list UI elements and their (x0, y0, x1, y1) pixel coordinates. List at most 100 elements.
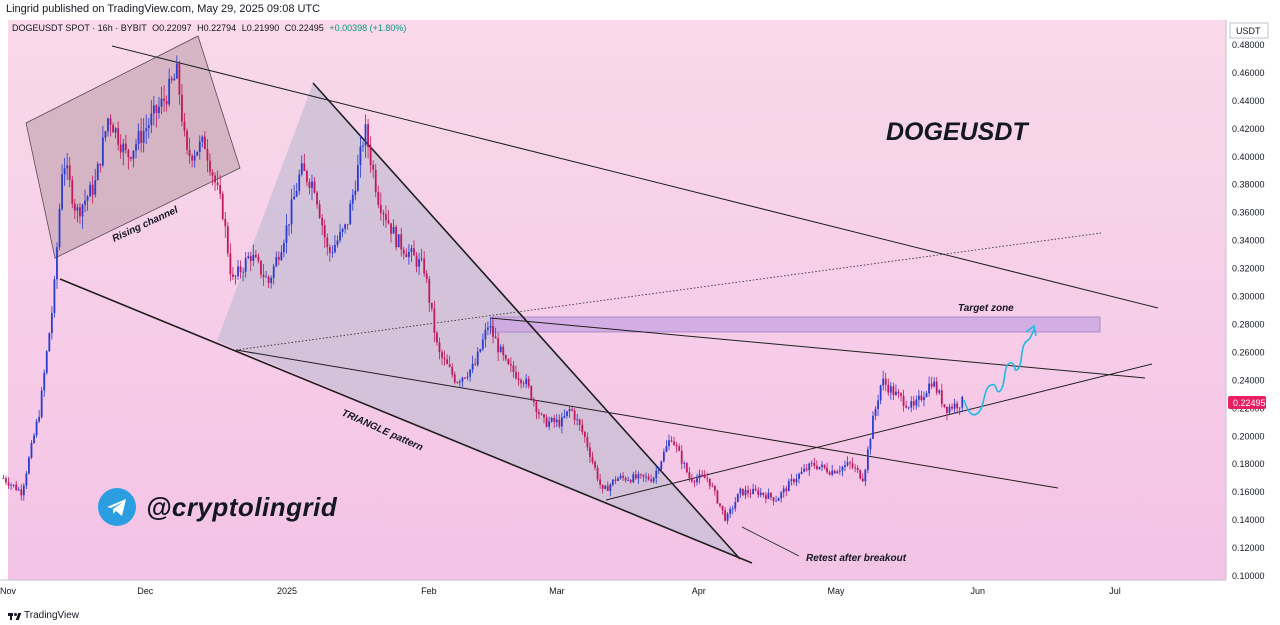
candle-body (548, 421, 551, 427)
candle-body (410, 248, 413, 252)
candle-body (147, 125, 150, 129)
candle-body (50, 312, 53, 334)
upper-long-trendline (111, 45, 1159, 309)
candle-body (311, 181, 313, 188)
candle-body (196, 151, 199, 156)
candle-body (563, 415, 566, 418)
candle-body (928, 383, 930, 394)
candle-body (601, 484, 604, 489)
candle-body (795, 478, 798, 483)
symbol-legend[interactable]: DOGEUSDT SPOT · 16h · BYBIT O0.22097 H0.… (12, 23, 406, 33)
candle-body (576, 419, 579, 421)
candle-body (86, 196, 89, 201)
candle-body (823, 464, 826, 468)
time-tick-label: Jun (971, 586, 986, 596)
candle-body (84, 200, 86, 205)
candle-body (359, 146, 362, 165)
candle-body (140, 130, 143, 143)
candle-body (132, 150, 135, 159)
candle-body (285, 225, 288, 244)
candle-body (956, 403, 959, 409)
chart-area[interactable]: 0.48000 0.46000 0.44000 0.42000 0.40000 0.380… (0, 18, 1280, 607)
candle-body (798, 473, 800, 479)
candle-body (754, 488, 757, 491)
candle-body (7, 482, 10, 486)
candle-body (818, 466, 821, 469)
price-tick-label: 0.32000 (1232, 264, 1265, 274)
candle-body (239, 266, 242, 273)
candle-body (415, 255, 418, 267)
last-price-label: 0.22495 (1233, 398, 1266, 408)
candle-body (861, 478, 864, 482)
candle-body (535, 401, 538, 413)
candle-body (165, 100, 168, 105)
time-tick-label: May (827, 586, 845, 596)
candle-body (790, 479, 793, 482)
candle-body (183, 121, 186, 131)
candle-body (104, 131, 107, 138)
candle-body (540, 414, 543, 415)
candle-body (127, 149, 130, 158)
candle-body (487, 327, 489, 330)
candle-body (777, 498, 780, 501)
candle-body (532, 399, 535, 402)
candle-body (943, 404, 946, 407)
candle-body (331, 252, 334, 254)
tradingview-logo[interactable]: TradingView (8, 610, 79, 621)
candle-body (787, 481, 790, 492)
candle-body (742, 488, 744, 496)
candle-body (385, 214, 387, 221)
candle-body (17, 489, 20, 491)
target-zone-box[interactable] (491, 316, 1101, 333)
candle-body (634, 474, 637, 479)
candle-body (362, 145, 364, 147)
candles-layer (2, 55, 964, 525)
candle-body (645, 476, 647, 478)
candle-body (910, 401, 913, 408)
price-tick-label: 0.28000 (1232, 319, 1265, 329)
candle-body (137, 130, 140, 145)
candle-body (101, 137, 104, 166)
candle-body (295, 190, 298, 197)
candle-body (425, 273, 428, 280)
trend-lines[interactable] (59, 45, 1159, 564)
price-tick-label: 0.38000 (1232, 180, 1265, 190)
candle-body (887, 384, 890, 393)
candle-body (229, 253, 232, 275)
candle-body (759, 492, 762, 495)
currency-box[interactable] (1229, 22, 1269, 39)
candle-body (300, 163, 303, 175)
candle-body (209, 160, 211, 173)
candle-body (673, 441, 675, 445)
candle-body (696, 478, 698, 483)
candle-body (517, 378, 520, 380)
candle-body (226, 226, 229, 254)
candle-body (591, 456, 594, 462)
triangle-pattern-shading[interactable] (217, 83, 740, 559)
candle-body (583, 431, 586, 438)
candle-body (280, 252, 283, 260)
tradingview-logo-icon (8, 612, 22, 620)
candle-body (762, 492, 765, 496)
candle-body (438, 342, 441, 353)
candle-body (838, 470, 841, 472)
candle-body (260, 260, 262, 275)
candle-body (520, 379, 522, 384)
candle-body (739, 488, 742, 494)
candle-body (441, 352, 443, 358)
candle-body (637, 474, 640, 479)
candle-body (619, 475, 622, 479)
candle-body (828, 472, 831, 475)
candle-body (117, 128, 120, 145)
candle-body (846, 462, 849, 466)
rising-channel-box[interactable] (25, 35, 241, 259)
candle-body (497, 338, 500, 353)
candle-body (150, 113, 153, 126)
candle-body (66, 165, 69, 169)
candle-body (866, 449, 869, 470)
candle-body (400, 234, 403, 250)
candle-body (201, 136, 204, 142)
candle-body (729, 509, 732, 514)
price-tick-label: 0.24000 (1232, 375, 1265, 385)
price-chart[interactable]: 0.48000 0.46000 0.44000 0.42000 0.40000 0.380… (0, 18, 1280, 607)
